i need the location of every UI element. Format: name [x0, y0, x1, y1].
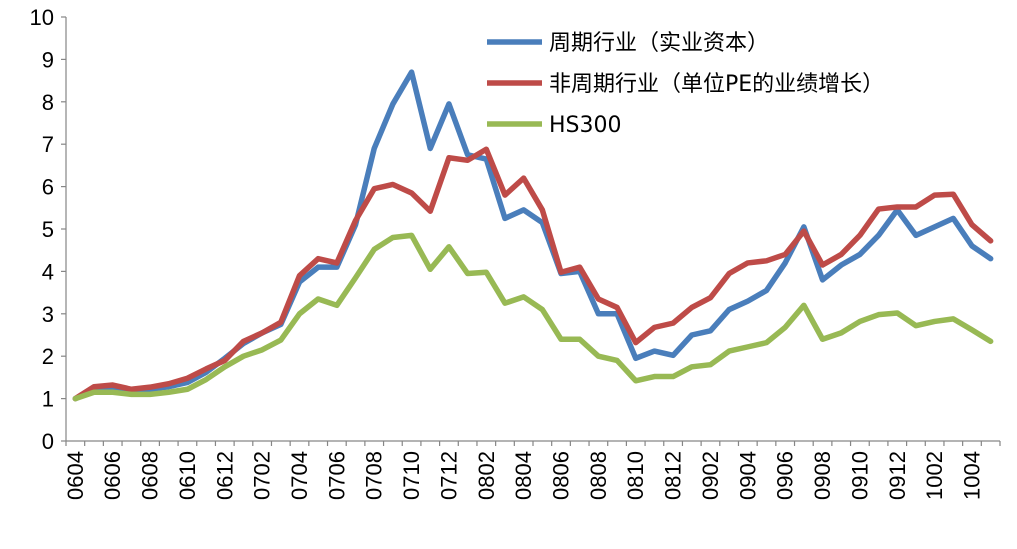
- x-tick-label: 0910: [847, 451, 872, 500]
- x-tick-label: 0702: [250, 451, 275, 500]
- y-tick-label: 10: [30, 5, 54, 30]
- x-tick-label: 0908: [810, 451, 835, 500]
- series-line-noncyclical: [72, 146, 994, 402]
- legend-label: HS300: [549, 113, 622, 138]
- y-tick-label: 3: [42, 302, 54, 327]
- x-tick-label: 0704: [287, 451, 312, 500]
- x-tick-label: 0906: [773, 451, 798, 500]
- y-tick-label: 5: [42, 217, 54, 242]
- x-tick-label: 0904: [735, 451, 760, 500]
- x-tick-label: 0806: [549, 451, 574, 500]
- series-line-hs300: [72, 232, 994, 402]
- y-tick-label: 7: [42, 132, 54, 157]
- series-lines: [72, 69, 994, 402]
- x-tick-label: 0606: [100, 451, 125, 500]
- x-tick-label: 0812: [661, 451, 686, 500]
- legend: 周期行业（实业资本） 非周期行业（单位PE的业绩增长） HS300: [487, 31, 884, 138]
- y-tick-label: 1: [42, 387, 54, 412]
- x-tick-label: 1004: [959, 451, 984, 500]
- y-tick-label: 0: [42, 429, 54, 454]
- x-tick-label: 0708: [362, 451, 387, 500]
- x-tick-label: 0802: [474, 451, 499, 500]
- legend-label: 周期行业（实业资本）: [549, 31, 769, 56]
- y-tick-label: 2: [42, 344, 54, 369]
- x-tick-label: 0808: [586, 451, 611, 500]
- x-tick-label: 0810: [623, 451, 648, 500]
- axes: [61, 16, 1001, 446]
- y-axis-tick-labels: 0 1 2 3 4 5 6 7 8 9 10: [30, 5, 54, 454]
- y-tick-label: 6: [42, 175, 54, 200]
- x-tick-label: 0804: [511, 451, 536, 500]
- legend-item-cyclical: 周期行业（实业资本）: [487, 31, 769, 56]
- x-tick-label: 0706: [324, 451, 349, 500]
- x-tick-label: 0712: [436, 451, 461, 500]
- x-tick-label: 0608: [138, 451, 163, 500]
- x-tick-label: 0710: [399, 451, 424, 500]
- y-tick-label: 9: [42, 47, 54, 72]
- y-tick-label: 8: [42, 90, 54, 115]
- legend-label: 非周期行业（单位PE的业绩增长）: [549, 72, 884, 97]
- x-tick-label: 0610: [175, 451, 200, 500]
- x-axis-tick-labels: 0604 0606 0608 0610 0612 0702 0704 0706 0708 0710…: [63, 451, 985, 500]
- x-tick-label: 0604: [63, 451, 88, 500]
- x-tick-label: 0612: [212, 451, 237, 500]
- y-tick-label: 4: [42, 259, 54, 284]
- x-tick-label: 1002: [922, 451, 947, 500]
- legend-item-hs300: HS300: [487, 113, 622, 138]
- series-line-cyclical: [72, 69, 994, 402]
- x-tick-label: 0902: [698, 451, 723, 500]
- x-tick-label: 0912: [885, 451, 910, 500]
- legend-item-noncyclical: 非周期行业（单位PE的业绩增长）: [487, 72, 884, 97]
